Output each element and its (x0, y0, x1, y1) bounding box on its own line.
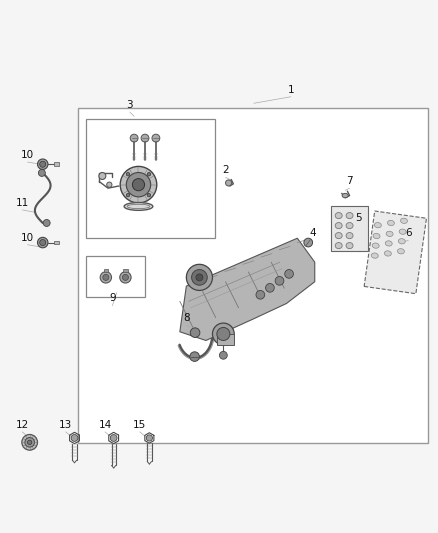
Text: 12: 12 (16, 419, 29, 430)
Ellipse shape (397, 248, 404, 254)
Ellipse shape (335, 223, 342, 229)
Ellipse shape (342, 193, 348, 198)
Bar (331, 206, 368, 251)
Bar (364, 211, 427, 294)
Ellipse shape (374, 222, 381, 228)
Text: 4: 4 (309, 228, 316, 238)
Circle shape (40, 161, 46, 167)
Circle shape (25, 438, 35, 447)
Circle shape (152, 134, 160, 142)
Circle shape (126, 193, 130, 197)
Text: 3: 3 (127, 100, 133, 110)
Bar (123, 269, 127, 272)
Bar (217, 334, 234, 345)
Ellipse shape (124, 203, 153, 211)
Circle shape (212, 323, 234, 345)
Text: 11: 11 (16, 198, 29, 208)
Text: 1: 1 (287, 85, 294, 94)
Circle shape (126, 173, 151, 197)
Text: 10: 10 (21, 150, 34, 160)
Circle shape (22, 434, 38, 450)
Circle shape (226, 180, 232, 186)
Circle shape (219, 351, 227, 359)
Bar (86, 118, 215, 238)
Ellipse shape (372, 243, 379, 248)
Bar (86, 256, 145, 297)
Ellipse shape (335, 243, 342, 249)
Ellipse shape (385, 241, 392, 246)
PathPatch shape (180, 238, 315, 341)
Text: 15: 15 (133, 419, 146, 430)
Circle shape (38, 237, 48, 248)
Circle shape (122, 274, 128, 280)
Circle shape (285, 270, 293, 278)
Circle shape (100, 272, 112, 283)
Circle shape (141, 134, 149, 142)
Circle shape (132, 179, 145, 191)
Circle shape (304, 238, 313, 247)
Ellipse shape (346, 243, 353, 249)
Circle shape (265, 284, 274, 292)
Circle shape (99, 173, 106, 180)
Circle shape (43, 220, 50, 227)
Circle shape (110, 434, 117, 441)
Ellipse shape (346, 232, 353, 239)
Circle shape (147, 193, 151, 197)
Circle shape (107, 182, 112, 187)
Ellipse shape (346, 223, 353, 229)
Circle shape (147, 173, 151, 176)
Circle shape (103, 274, 109, 280)
Circle shape (256, 290, 265, 299)
Text: 8: 8 (183, 313, 190, 323)
Circle shape (38, 159, 48, 169)
Circle shape (120, 272, 131, 283)
Circle shape (39, 169, 46, 176)
Circle shape (28, 440, 32, 445)
Text: 10: 10 (21, 232, 34, 243)
Circle shape (186, 264, 212, 290)
Ellipse shape (388, 220, 394, 225)
Circle shape (275, 277, 284, 285)
Circle shape (40, 239, 46, 246)
Ellipse shape (335, 213, 342, 219)
Ellipse shape (385, 251, 391, 256)
Circle shape (126, 173, 130, 176)
Ellipse shape (373, 233, 380, 239)
Ellipse shape (386, 231, 393, 237)
Text: 9: 9 (109, 294, 116, 303)
Bar (53, 163, 59, 166)
Text: 14: 14 (99, 419, 112, 430)
Circle shape (217, 327, 230, 341)
Ellipse shape (399, 229, 406, 235)
Text: 6: 6 (405, 228, 412, 238)
Ellipse shape (335, 232, 342, 239)
Circle shape (190, 352, 199, 361)
Text: 7: 7 (346, 176, 353, 186)
Bar (104, 269, 108, 272)
Ellipse shape (398, 239, 405, 244)
Ellipse shape (371, 253, 378, 259)
Ellipse shape (400, 218, 407, 223)
Text: 5: 5 (355, 213, 362, 223)
Ellipse shape (346, 213, 353, 219)
Bar (78, 108, 428, 443)
Circle shape (130, 134, 138, 142)
Circle shape (191, 270, 207, 285)
Circle shape (146, 435, 152, 441)
Circle shape (71, 434, 78, 441)
Circle shape (190, 328, 200, 337)
Text: 13: 13 (59, 419, 72, 430)
Circle shape (196, 274, 203, 281)
Circle shape (120, 166, 157, 203)
Text: 2: 2 (222, 165, 229, 175)
Bar (53, 241, 59, 244)
